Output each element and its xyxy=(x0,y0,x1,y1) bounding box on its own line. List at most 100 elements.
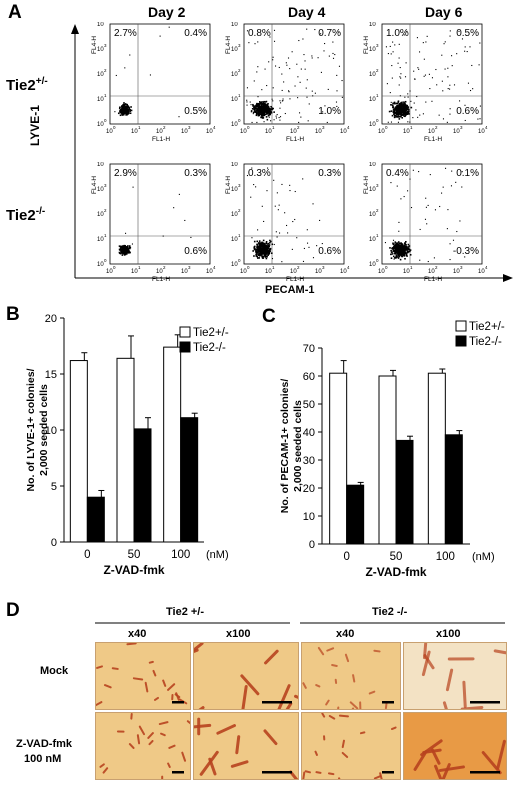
cell-shape xyxy=(186,720,190,725)
x-tick-exponent: 1 xyxy=(272,125,275,130)
x-tick-exponent: 1 xyxy=(410,125,413,130)
cell-shape xyxy=(158,721,169,726)
event-dots xyxy=(384,167,466,263)
y-tick-label: 30 xyxy=(303,455,315,467)
cell-shape xyxy=(216,724,236,735)
legend-swatch xyxy=(179,326,191,338)
flow-plot: 100100101101102102103103104104FL1-HFL4-H… xyxy=(363,162,488,283)
y-tick-label: 10 xyxy=(97,97,104,103)
y-tick-label: 10 xyxy=(231,122,238,128)
y-tick-exponent: 3 xyxy=(376,43,379,48)
x-tick-exponent: 3 xyxy=(322,125,325,130)
fl1-label: FL1-H xyxy=(286,276,304,283)
category-label: 50 xyxy=(390,551,403,563)
cell-shape xyxy=(168,744,176,749)
cell-shape xyxy=(198,706,205,709)
x-tick-label: 10 xyxy=(478,269,485,275)
cell-shape xyxy=(181,751,187,762)
cell-shape xyxy=(294,694,298,699)
y-tick-label: 10 xyxy=(231,97,238,103)
cell-shape xyxy=(344,653,350,663)
event-dots xyxy=(385,30,481,123)
x-tick-exponent: 1 xyxy=(410,265,413,270)
quadrant-lr-pct: 0.6% xyxy=(456,106,479,117)
y-tick-exponent: 4 xyxy=(376,162,379,163)
event-dots xyxy=(114,26,180,118)
y-tick-exponent: 2 xyxy=(238,68,241,73)
quadrant-ur-pct: 0.4% xyxy=(184,28,207,39)
bar xyxy=(86,496,105,543)
y-tick-label: 10 xyxy=(303,511,315,523)
cell-shape xyxy=(302,682,307,689)
bar xyxy=(346,484,365,545)
cell-shape xyxy=(102,767,109,774)
x-tick-label: 10 xyxy=(131,129,138,135)
y-tick-exponent: 1 xyxy=(376,233,379,238)
quadrant-lr-pct: 1.0% xyxy=(318,106,341,117)
micrograph xyxy=(301,712,401,780)
scale-bar xyxy=(470,701,500,704)
panel-d-brackets xyxy=(95,622,505,624)
x-tick-exponent: 4 xyxy=(347,265,350,270)
x-tick-exponent: 4 xyxy=(485,125,488,130)
x-tick-label: 10 xyxy=(478,129,485,135)
x-tick-exponent: 1 xyxy=(138,125,141,130)
cell-shape xyxy=(154,696,159,701)
bar xyxy=(427,372,446,545)
y-tick-exponent: 0 xyxy=(104,118,107,123)
scale-bar xyxy=(262,771,292,774)
cell-shape xyxy=(352,674,356,683)
x-tick-label: 10 xyxy=(156,269,163,275)
x-tick-exponent: 4 xyxy=(347,125,350,130)
micrograph xyxy=(403,712,507,780)
x-axis-label: Z-VAD-fmk xyxy=(103,563,164,577)
y-tick-exponent: 1 xyxy=(238,93,241,98)
y-tick-label: 5 xyxy=(51,481,57,493)
fl4-label: FL4-H xyxy=(363,176,370,194)
panel-b-letter: B xyxy=(6,304,20,325)
cell-shape xyxy=(445,668,454,692)
day-label-4: Day 4 xyxy=(288,4,326,20)
cell-shape xyxy=(138,725,146,736)
cell-shape xyxy=(126,643,137,646)
x-tick-label: 10 xyxy=(156,129,163,135)
cell-shape xyxy=(111,667,119,670)
y-tick-label: 10 xyxy=(369,237,376,243)
cell-shape xyxy=(304,770,311,774)
cell-shape xyxy=(241,685,248,709)
x-tick-exponent: 0 xyxy=(247,265,250,270)
x-tick-exponent: 0 xyxy=(113,125,116,130)
x-tick-exponent: 0 xyxy=(113,265,116,270)
x-tick-label: 10 xyxy=(453,129,460,135)
category-label: 0 xyxy=(343,551,349,563)
svg-text:2,000 seeded cells: 2,000 seeded cells xyxy=(38,384,50,476)
cell-shape xyxy=(132,677,144,681)
x-tick-exponent: 2 xyxy=(435,265,438,270)
quadrant-lr-pct: 0.6% xyxy=(184,246,207,257)
fl4-label: FL4-H xyxy=(225,36,232,54)
y-tick-label: 10 xyxy=(369,72,376,78)
y-tick-exponent: 2 xyxy=(104,68,107,73)
cell-shape xyxy=(341,751,349,759)
y-tick-label: 50 xyxy=(303,399,315,411)
x-tick-label: 10 xyxy=(290,269,297,275)
x-tick-exponent: 3 xyxy=(460,125,463,130)
y-tick-exponent: 2 xyxy=(376,68,379,73)
micrograph xyxy=(95,712,191,780)
x-tick-exponent: 2 xyxy=(435,125,438,130)
x-tick-exponent: 0 xyxy=(385,265,388,270)
x-tick-exponent: 2 xyxy=(297,125,300,130)
y-tick-label: 10 xyxy=(231,72,238,78)
y-tick-exponent: 2 xyxy=(238,208,241,213)
flow-plot: 100100101101102102103103104104FL1-HFL4-H… xyxy=(91,22,216,143)
panel-a-axes xyxy=(71,24,513,282)
y-tick-exponent: 1 xyxy=(104,233,107,238)
y-tick-label: 10 xyxy=(97,47,104,53)
cell-shape xyxy=(337,706,340,709)
x-tick-label: 10 xyxy=(181,129,188,135)
y-tick-label: 10 xyxy=(97,237,104,243)
svg-text:No. of PECAM-1+ colonies/: No. of PECAM-1+ colonies/ xyxy=(279,379,291,514)
category-label: 100 xyxy=(436,551,455,563)
y-tick-exponent: 3 xyxy=(238,43,241,48)
flow-plot: 100100101101102102103103104104FL1-HFL4-H… xyxy=(91,162,216,283)
